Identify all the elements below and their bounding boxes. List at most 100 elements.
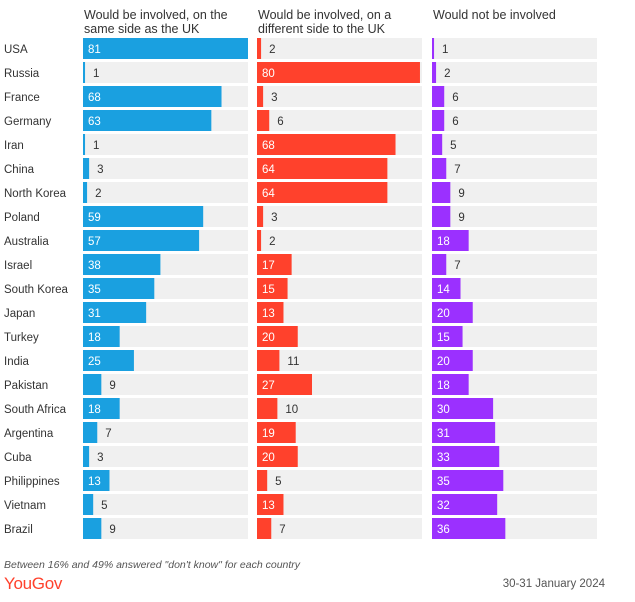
value-label-s2-brazil: 7 [279,524,285,536]
bar-s1-iran [83,134,86,155]
value-label-s3-japan: 20 [437,308,450,320]
value-label-s3-germany: 6 [452,116,458,128]
value-label-s1-australia: 57 [88,236,101,248]
value-label-s2-israel: 17 [262,260,275,272]
bar-track [83,182,248,203]
bar-track [83,494,248,515]
bar-s2-germany [257,110,270,131]
value-label-s2-usa: 2 [269,44,275,56]
bar-track [432,350,597,371]
bar-track [257,230,422,251]
country-label-cuba: Cuba [4,452,32,464]
bar-track [432,62,597,83]
bar-s1-turkey [83,326,120,347]
value-label-s2-argentina: 19 [262,428,275,440]
bar-track [257,398,422,419]
bar-s1-china [83,158,90,179]
bar-s2-vietnam [257,494,284,515]
value-label-s2-russia: 80 [262,68,275,80]
value-label-s2-north-korea: 64 [262,188,275,200]
bar-s1-israel [83,254,161,275]
value-label-s2-india: 11 [287,356,299,368]
bar-s1-north-korea [83,182,88,203]
bar-s1-pakistan [83,374,102,395]
bar-s2-france [257,86,264,107]
value-label-s2-iran: 68 [262,140,275,152]
bar-s1-south-korea [83,278,155,299]
bar-s2-philippines [257,470,268,491]
value-label-s1-north-korea: 2 [95,188,101,200]
country-label-south-africa: South Africa [4,404,67,416]
bar-track [432,86,597,107]
bar-s3-australia [432,230,469,251]
bar-track [257,206,422,227]
bar-s3-usa [432,38,435,59]
value-label-s3-australia: 18 [437,236,450,248]
value-label-s2-australia: 2 [269,236,275,248]
value-label-s3-usa: 1 [442,44,448,56]
bar-s1-south-africa [83,398,120,419]
bar-s2-usa [257,38,262,59]
value-label-s3-russia: 2 [444,68,450,80]
value-label-s3-india: 20 [437,356,450,368]
value-label-s1-india: 25 [88,356,101,368]
value-label-s3-pakistan: 18 [437,380,450,392]
value-label-s3-cuba: 33 [437,452,450,464]
value-label-s1-vietnam: 5 [101,500,107,512]
country-label-usa: USA [4,44,28,56]
bar-s1-russia [83,62,86,83]
country-label-israel: Israel [4,260,32,272]
bar-track [83,446,248,467]
bar-s3-south-africa [432,398,494,419]
bar-track [432,278,597,299]
bar-track [83,422,248,443]
country-label-france: France [4,92,40,104]
bar-s2-iran [257,134,396,155]
value-label-s1-russia: 1 [93,68,99,80]
bar-s3-india [432,350,473,371]
value-label-s2-japan: 13 [262,308,275,320]
bar-s2-israel [257,254,292,275]
country-label-turkey: Turkey [4,332,39,344]
value-label-s1-pakistan: 9 [109,380,115,392]
value-label-s2-turkey: 20 [262,332,275,344]
bar-track [432,158,597,179]
country-label-iran: Iran [4,140,24,152]
country-label-china: China [4,164,35,176]
bar-s2-north-korea [257,182,388,203]
value-label-s1-germany: 63 [88,116,101,128]
bar-track [432,254,597,275]
bar-track [432,326,597,347]
bar-track [83,398,248,419]
value-label-s1-usa: 81 [88,44,101,56]
bar-s2-australia [257,230,262,251]
bar-s1-cuba [83,446,90,467]
bar-track [432,374,597,395]
bar-s1-india [83,350,134,371]
bar-s2-south-africa [257,398,278,419]
value-label-s1-israel: 38 [88,260,101,272]
bar-s2-cuba [257,446,298,467]
bar-track [83,518,248,539]
country-label-india: India [4,356,30,368]
bar-track [257,470,422,491]
survey-date: 30-31 January 2024 [502,578,605,590]
bar-track [432,134,597,155]
value-label-s2-france: 3 [271,92,277,104]
country-label-australia: Australia [4,236,49,248]
value-label-s2-philippines: 5 [275,476,281,488]
country-label-germany: Germany [4,116,52,128]
bar-s3-poland [432,206,451,227]
country-label-north-korea: North Korea [4,188,67,200]
bar-track [83,470,248,491]
value-label-s2-south-korea: 15 [262,284,275,296]
value-label-s2-poland: 3 [271,212,277,224]
bar-track [257,446,422,467]
bar-s2-india [257,350,280,371]
bar-s2-poland [257,206,264,227]
bar-track [83,134,248,155]
bar-s2-brazil [257,518,272,539]
bar-s3-israel [432,254,447,275]
bar-s3-south-korea [432,278,461,299]
bar-s1-vietnam [83,494,94,515]
